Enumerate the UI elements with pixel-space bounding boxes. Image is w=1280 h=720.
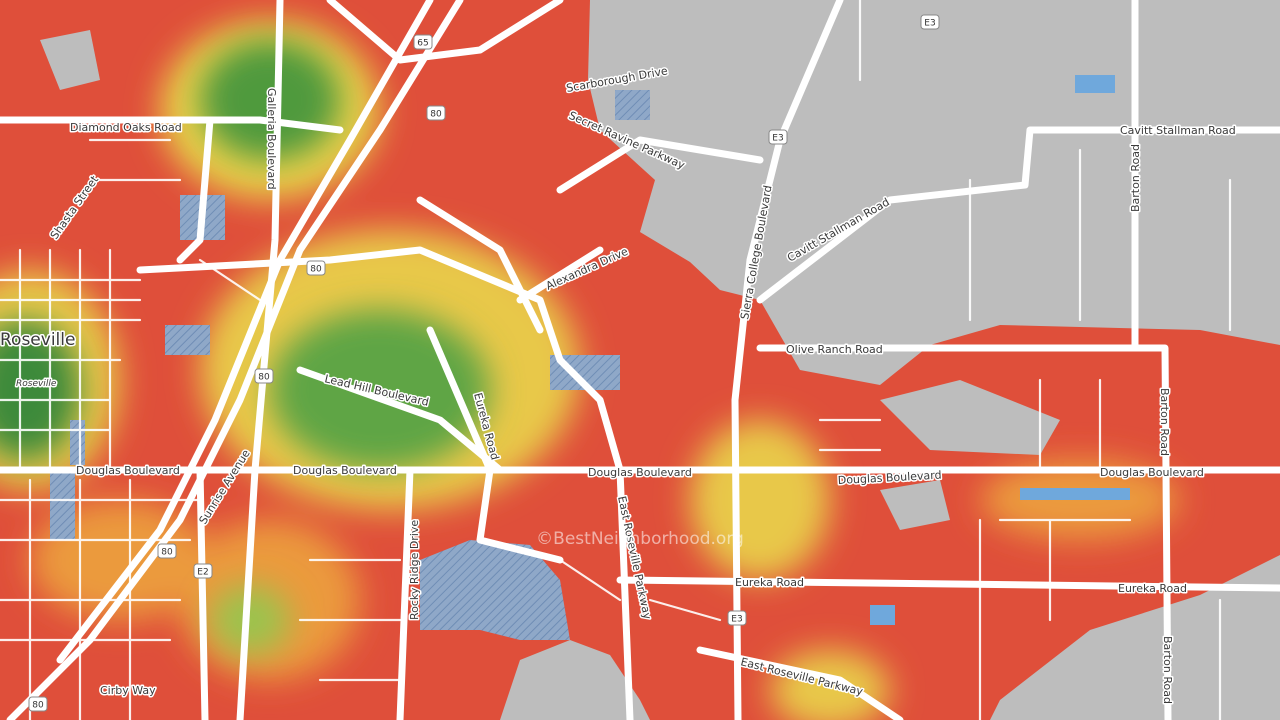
shield-box: [306, 260, 326, 276]
route-shield: E3: [920, 14, 940, 30]
shield-label: E3: [772, 134, 783, 144]
road-label: Barton Road: [1161, 636, 1174, 704]
road-label: Douglas Boulevard: [588, 466, 692, 479]
route-shield: 80: [28, 696, 48, 712]
road-label: Galleria Boulevard: [265, 88, 278, 190]
shield-box: [768, 129, 788, 145]
route-shield: 80: [254, 368, 274, 384]
shield-box: [193, 563, 213, 579]
shield-label: 80: [310, 265, 322, 275]
road-label: Olive Ranch Road: [786, 343, 883, 356]
place-label: Roseville: [0, 330, 75, 350]
shields: 65 80 80 80 80 80 E3 E3 E3 E2: [28, 14, 940, 712]
shield-box: [28, 696, 48, 712]
watermark: ©BestNeighborhood.org: [536, 529, 744, 549]
road-label: Eureka Road: [735, 576, 804, 589]
road-label: Douglas Boulevard: [76, 464, 180, 477]
shield-label: E3: [731, 615, 742, 625]
road-label: Douglas Boulevard: [1100, 466, 1204, 479]
road-label: Douglas Boulevard: [293, 464, 397, 477]
shield-box: [920, 14, 940, 30]
road-label: Cavitt Stallman Road: [1120, 124, 1236, 137]
route-shield: 65: [413, 34, 433, 50]
route-shield: E3: [727, 610, 747, 626]
shield-label: 80: [430, 110, 442, 120]
road-label: Barton Road: [1129, 144, 1142, 212]
shield-box: [254, 368, 274, 384]
route-shield: E3: [768, 129, 788, 145]
shield-box: [157, 543, 177, 559]
route-shield: E2: [193, 563, 213, 579]
shield-box: [426, 105, 446, 121]
road-label: Rocky Ridge Drive: [408, 520, 421, 620]
route-shield: 80: [306, 260, 326, 276]
shield-label: E2: [197, 568, 208, 578]
shield-label: 80: [258, 373, 270, 383]
shield-box: [413, 34, 433, 50]
shield-label: 80: [161, 548, 173, 558]
shield-label: 80: [32, 701, 44, 711]
road-label: Cirby Way: [100, 684, 156, 697]
route-shield: 80: [426, 105, 446, 121]
road-label: Diamond Oaks Road: [70, 121, 182, 134]
shield-label: 65: [417, 39, 428, 49]
road-label: Eureka Road: [1118, 582, 1187, 595]
route-shield: 80: [157, 543, 177, 559]
parks-water: [50, 75, 1130, 640]
place-label: Roseville: [16, 379, 57, 389]
road-label: Barton Road: [1158, 388, 1171, 456]
shield-label: E3: [924, 19, 935, 29]
shield-box: [727, 610, 747, 626]
